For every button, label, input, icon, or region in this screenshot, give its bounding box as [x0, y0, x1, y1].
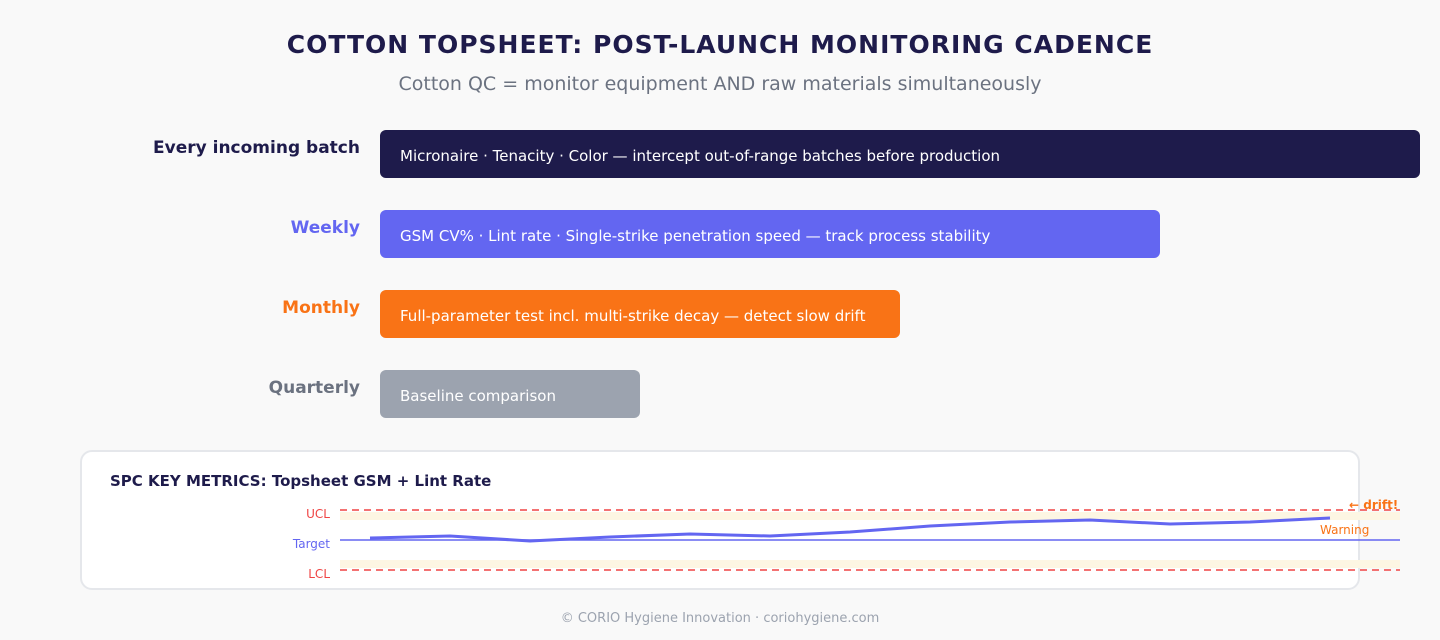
upper-warning-band: [340, 512, 1400, 520]
footer: © CORIO Hygiene Innovation · coriohygien…: [560, 611, 880, 626]
cadence-bar-weekly: GSM CV% · Lint rate · Single-strike pene…: [380, 210, 1160, 258]
cadence-bar-monthly: Full-parameter test incl. multi-strike d…: [380, 290, 900, 338]
drift-label: ← drift!: [1349, 498, 1399, 512]
cadence-label-batch: Every incoming batch: [153, 138, 360, 158]
metric-trend-line: [369, 516, 1331, 543]
cadence-label-weekly: Weekly: [290, 218, 360, 238]
spc-title: SPC KEY METRICS: Topsheet GSM + Lint Rat…: [110, 472, 492, 490]
page-subtitle: Cotton QC = monitor equipment AND raw ma…: [398, 73, 1042, 95]
target-label: Target: [292, 537, 330, 551]
cadence-label-monthly: Monthly: [282, 298, 360, 318]
ucl-label: UCL: [306, 507, 330, 521]
warning-label: Warning: [1320, 523, 1370, 537]
lcl-label: LCL: [308, 567, 330, 581]
cadence-bar-quarterly: Baseline comparison: [380, 370, 640, 418]
lower-warning-band: [340, 560, 1400, 568]
page-title: COTTON TOPSHEET: POST-LAUNCH MONITORING …: [286, 30, 1154, 59]
cadence-label-quarterly: Quarterly: [268, 378, 360, 398]
cadence-bar-batch: Micronaire · Tenacity · Color — intercep…: [380, 130, 1420, 178]
